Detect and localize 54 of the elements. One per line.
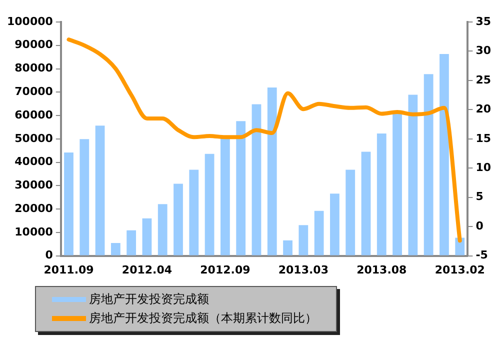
y2-tick-label: -5 xyxy=(476,248,488,262)
bar xyxy=(252,104,262,256)
bar xyxy=(220,137,230,256)
bar xyxy=(314,210,324,256)
y-tick-label: 100000 xyxy=(6,14,54,28)
bar xyxy=(298,225,308,256)
y-tick-label: 60000 xyxy=(14,108,54,122)
bar xyxy=(95,126,105,256)
bar xyxy=(283,240,292,256)
bar xyxy=(189,170,199,256)
y-tick-label: 50000 xyxy=(14,132,54,145)
bar xyxy=(346,170,356,256)
bar xyxy=(110,242,120,256)
y2-tick-label: 5 xyxy=(476,190,484,204)
bar xyxy=(408,94,418,256)
y-tick-label: 90000 xyxy=(14,38,54,52)
x-tick-label: 2013.03 xyxy=(278,263,328,276)
bar xyxy=(236,121,246,256)
y2-tick-label: 35 xyxy=(476,14,492,28)
y2-tick-label: 0 xyxy=(476,219,484,232)
y-tick-label: 40000 xyxy=(14,155,54,168)
legend-label: 房地产开发投资完成额 xyxy=(89,291,209,308)
y-tick-label: 20000 xyxy=(14,202,54,215)
bar xyxy=(64,152,74,256)
bar xyxy=(330,194,340,256)
y-tick-label: 30000 xyxy=(14,178,54,192)
y-tick-label: 80000 xyxy=(14,62,54,75)
bar xyxy=(392,112,402,256)
y-tick-label: 70000 xyxy=(14,85,54,98)
x-tick-label: 2011.09 xyxy=(44,263,94,276)
bar xyxy=(424,74,434,256)
bar xyxy=(158,204,168,256)
x-tick-label: 2012.04 xyxy=(122,263,172,276)
bar xyxy=(80,139,90,256)
x-tick-label: 2012.09 xyxy=(200,263,250,276)
bar xyxy=(204,154,214,256)
line-series xyxy=(66,38,462,243)
x-tick-label: 2013.02 xyxy=(434,263,485,276)
bar xyxy=(361,152,371,256)
y-tick-label: 10000 xyxy=(14,225,54,238)
bar xyxy=(126,230,136,256)
x-tick-label: 2013.08 xyxy=(356,263,407,276)
bar xyxy=(174,184,183,256)
bar xyxy=(440,54,449,256)
bar xyxy=(376,134,386,256)
y2-tick-label: 15 xyxy=(476,132,492,145)
y2-tick-label: 10 xyxy=(476,160,492,174)
y2-tick-label: 20 xyxy=(476,102,492,116)
y2-tick-label: 25 xyxy=(476,73,492,86)
y-tick-label: 0 xyxy=(45,248,54,262)
legend-label: 房地产开发投资完成额（本期累计数同比） xyxy=(89,310,317,327)
bar xyxy=(267,87,277,256)
bar xyxy=(142,218,152,256)
y2-tick-label: 30 xyxy=(476,44,492,58)
